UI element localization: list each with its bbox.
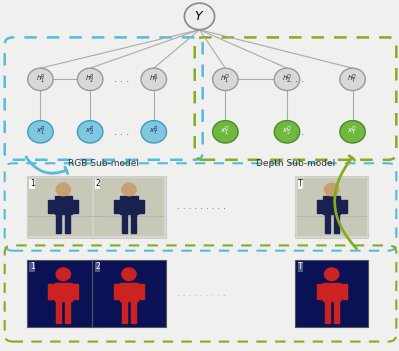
FancyBboxPatch shape <box>296 178 367 236</box>
FancyBboxPatch shape <box>295 176 369 238</box>
Circle shape <box>340 68 365 91</box>
FancyBboxPatch shape <box>27 260 100 327</box>
Text: $Y$: $Y$ <box>194 10 205 23</box>
Text: Depth Sub-model: Depth Sub-model <box>256 159 335 168</box>
Text: $x_{2}^{D}$: $x_{2}^{D}$ <box>282 125 292 138</box>
Bar <box>55 283 72 302</box>
Circle shape <box>28 121 53 143</box>
Bar <box>65 208 71 233</box>
Bar <box>65 295 71 323</box>
Bar <box>131 295 136 323</box>
Bar <box>122 208 127 233</box>
Text: 1: 1 <box>30 179 34 188</box>
Text: $x_{T}^{R}$: $x_{T}^{R}$ <box>149 125 158 138</box>
Bar <box>122 295 127 323</box>
Bar <box>48 200 55 213</box>
Text: T: T <box>298 179 303 188</box>
Bar <box>137 284 144 299</box>
Circle shape <box>77 68 103 91</box>
Bar <box>55 197 72 214</box>
Text: . . .: . . . <box>115 74 130 84</box>
Bar <box>316 200 324 213</box>
Bar <box>71 200 79 213</box>
Text: $h_{1}^{R}$: $h_{1}^{R}$ <box>36 73 45 86</box>
Bar <box>56 295 61 323</box>
Bar <box>114 200 121 213</box>
Circle shape <box>213 68 238 91</box>
Circle shape <box>28 68 53 91</box>
Text: $h_{T}^{R}$: $h_{T}^{R}$ <box>149 73 159 86</box>
Text: . . .: . . . <box>289 127 304 137</box>
Circle shape <box>56 183 71 196</box>
Circle shape <box>141 68 166 91</box>
Bar <box>316 284 324 299</box>
Bar <box>131 208 136 233</box>
FancyBboxPatch shape <box>295 260 369 327</box>
Text: T: T <box>298 263 303 271</box>
Circle shape <box>274 121 300 143</box>
Circle shape <box>324 268 339 280</box>
Circle shape <box>324 183 339 196</box>
Circle shape <box>184 3 215 30</box>
Circle shape <box>56 268 71 280</box>
Circle shape <box>77 121 103 143</box>
Bar <box>120 197 138 214</box>
Bar <box>120 283 138 302</box>
FancyBboxPatch shape <box>92 260 166 327</box>
Text: . . . . . . . . .: . . . . . . . . . <box>177 289 226 298</box>
Bar <box>324 208 330 233</box>
Circle shape <box>141 121 166 143</box>
Circle shape <box>274 68 300 91</box>
Text: RGB Sub-model: RGB Sub-model <box>68 159 139 168</box>
FancyBboxPatch shape <box>27 176 100 238</box>
Text: 2: 2 <box>95 179 100 188</box>
Circle shape <box>340 121 365 143</box>
Text: $h_{2}^{D}$: $h_{2}^{D}$ <box>282 73 292 86</box>
FancyBboxPatch shape <box>92 176 166 238</box>
Text: . . .: . . . <box>115 127 130 137</box>
Circle shape <box>122 268 136 280</box>
Bar <box>56 208 61 233</box>
Bar <box>71 284 79 299</box>
Text: $h_{T}^{D}$: $h_{T}^{D}$ <box>348 73 358 86</box>
Text: $h_{1}^{D}$: $h_{1}^{D}$ <box>220 73 231 86</box>
Text: $x_{1}^{R}$: $x_{1}^{R}$ <box>36 125 45 138</box>
Text: $x_{T}^{D}$: $x_{T}^{D}$ <box>348 125 358 138</box>
Circle shape <box>213 121 238 143</box>
Bar <box>323 283 340 302</box>
FancyBboxPatch shape <box>28 178 99 236</box>
Bar <box>323 197 340 214</box>
Text: . . . . . . . . .: . . . . . . . . . <box>177 203 226 211</box>
Text: 2: 2 <box>95 263 100 271</box>
Bar <box>334 208 339 233</box>
Circle shape <box>122 183 136 196</box>
Bar <box>324 295 330 323</box>
Bar <box>48 284 55 299</box>
FancyBboxPatch shape <box>94 178 164 236</box>
Bar <box>137 200 144 213</box>
Bar <box>334 295 339 323</box>
Bar <box>340 200 347 213</box>
Text: $x_{2}^{R}$: $x_{2}^{R}$ <box>85 125 95 138</box>
Text: $x_{1}^{D}$: $x_{1}^{D}$ <box>220 125 231 138</box>
Text: $h_{2}^{R}$: $h_{2}^{R}$ <box>85 73 95 86</box>
Text: 1: 1 <box>30 263 34 271</box>
Bar <box>114 284 121 299</box>
Text: . . .: . . . <box>289 74 304 84</box>
Bar <box>340 284 347 299</box>
